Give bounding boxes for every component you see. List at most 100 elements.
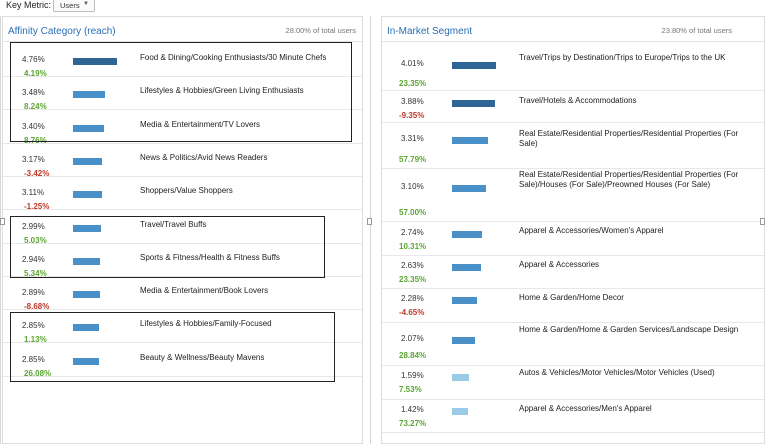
segment-name[interactable]: Beauty & Wellness/Beauty Mavens — [140, 353, 265, 362]
divider — [382, 41, 764, 42]
table-row[interactable]: 3.48% 8.24% Lifestyles & Hobbies/Green Liv… — [3, 77, 362, 111]
table-row[interactable]: 2.94% 5.34% Sports & Fitness/Health & Fitn… — [3, 244, 362, 278]
affinity-panel-title[interactable]: Affinity Category (reach) — [8, 26, 116, 37]
row-percentage: 3.10% — [401, 182, 424, 191]
segment-name[interactable]: News & Politics/Avid News Readers — [140, 153, 268, 162]
segment-name[interactable]: Apparel & Accessories — [519, 260, 600, 269]
share-bar — [452, 137, 488, 144]
segment-name[interactable]: Media & Entertainment/Book Lovers — [140, 286, 269, 295]
segment-name[interactable]: Lifestyles & Hobbies/Family-Focused — [140, 319, 272, 328]
resize-handle-right[interactable] — [760, 218, 765, 225]
affinity-category-panel: Affinity Category (reach) 28.00% of tota… — [2, 16, 363, 444]
row-percentage: 3.48% — [22, 88, 45, 97]
inmarket-panel-title[interactable]: In-Market Segment — [387, 26, 473, 37]
table-row[interactable]: 4.01% 23.35% Travel/Trips by Destination/T… — [382, 44, 764, 91]
table-row[interactable]: 2.89% -8.68% Media & Entertainment/Book Lo… — [3, 277, 362, 311]
table-row[interactable]: 3.17% -3.42% News & Politics/Avid News Rea… — [3, 144, 362, 178]
table-row[interactable]: 2.07% 28.84% Home & Garden/Home & Garden S… — [382, 323, 764, 366]
table-row[interactable]: 3.88% -9.35% Travel/Hotels & Accommodation… — [382, 91, 764, 123]
table-row[interactable]: 2.63% 23.35% Apparel & Accessories — [382, 256, 764, 289]
row-change: 57.79% — [399, 155, 427, 164]
row-change: 57.00% — [399, 208, 427, 217]
share-bar — [452, 374, 469, 381]
table-row[interactable]: 2.85% 26.08% Beauty & Wellness/Beauty Mave… — [3, 344, 362, 378]
segment-name[interactable]: Apparel & Accessories/Men's Apparel — [519, 404, 652, 413]
share-bar — [73, 158, 102, 165]
row-change: 10.31% — [399, 242, 427, 251]
key-metric-value: Users — [60, 1, 80, 10]
table-row[interactable]: 2.85% 1.13% Lifestyles & Hobbies/Family-Fo… — [3, 310, 362, 344]
table-row[interactable]: 4.76% 4.19% Food & Dining/Cooking Enthusia… — [3, 44, 362, 78]
table-row[interactable]: 3.11% -1.25% Shoppers/Value Shoppers — [3, 177, 362, 211]
segment-name[interactable]: Real Estate/Residential Properties/Resid… — [519, 170, 739, 189]
row-percentage: 3.11% — [22, 188, 45, 197]
in-market-segment-panel: In-Market Segment 23.80% of total users … — [381, 16, 765, 444]
row-change: 26.08% — [24, 369, 52, 378]
row-percentage: 2.07% — [401, 334, 424, 343]
inmarket-total-label: 23.80% of total users — [661, 26, 732, 35]
table-row[interactable]: 2.28% -4.65% Home & Garden/Home Decor — [382, 289, 764, 323]
share-bar — [452, 408, 468, 415]
segment-name[interactable]: Media & Entertainment/TV Lovers — [140, 120, 261, 129]
share-bar — [73, 258, 100, 265]
row-divider — [382, 322, 764, 323]
segment-name[interactable]: Food & Dining/Cooking Enthusiasts/30 Min… — [140, 53, 327, 62]
share-bar — [452, 231, 482, 238]
share-bar — [452, 297, 477, 304]
row-percentage: 4.76% — [22, 55, 45, 64]
share-bar — [452, 264, 481, 271]
segment-name[interactable]: Real Estate/Residential Properties/Resid… — [519, 129, 739, 148]
row-percentage: 2.99% — [22, 222, 45, 231]
table-row[interactable]: 3.10% 57.00% Real Estate/Residential Prope… — [382, 169, 764, 222]
table-row[interactable]: 1.59% 7.53% Autos & Vehicles/Motor Vehicle… — [382, 366, 764, 400]
row-change: 8.76% — [24, 136, 47, 145]
row-change: -3.42% — [24, 169, 50, 178]
highlight-box — [10, 216, 325, 278]
table-row[interactable]: 3.31% 57.79% Real Estate/Residential Prope… — [382, 123, 764, 169]
row-divider — [3, 309, 362, 310]
row-change: 5.34% — [24, 269, 47, 278]
row-divider — [382, 288, 764, 289]
share-bar — [73, 91, 105, 98]
resize-handle-center[interactable] — [367, 218, 372, 225]
row-change: 1.13% — [24, 335, 47, 344]
share-bar — [452, 337, 475, 344]
row-divider — [382, 221, 764, 222]
segment-name[interactable]: Autos & Vehicles/Motor Vehicles/Motor Ve… — [519, 368, 715, 377]
table-row[interactable]: 3.40% 8.76% Media & Entertainment/TV Lover… — [3, 111, 362, 145]
row-change: 7.53% — [399, 385, 422, 394]
segment-name[interactable]: Lifestyles & Hobbies/Green Living Enthus… — [140, 86, 304, 95]
row-change: 8.24% — [24, 102, 47, 111]
segment-name[interactable]: Travel/Hotels & Accommodations — [519, 96, 637, 105]
segment-name[interactable]: Shoppers/Value Shoppers — [140, 186, 233, 195]
row-change: -4.65% — [399, 308, 425, 317]
affinity-total-label: 28.00% of total users — [285, 26, 356, 35]
table-row[interactable]: 2.74% 10.31% Apparel & Accessories/Women's… — [382, 222, 764, 256]
row-divider — [3, 176, 362, 177]
share-bar — [73, 125, 104, 132]
row-change: 23.35% — [399, 79, 427, 88]
segment-name[interactable]: Home & Garden/Home & Garden Services/Lan… — [519, 325, 739, 334]
segment-name[interactable]: Home & Garden/Home Decor — [519, 293, 624, 302]
row-percentage: 1.42% — [401, 405, 424, 414]
row-percentage: 3.31% — [401, 134, 424, 143]
segment-name[interactable]: Sports & Fitness/Health & Fitness Buffs — [140, 253, 280, 262]
key-metric-dropdown[interactable]: Users ▼ — [53, 0, 95, 12]
share-bar — [452, 62, 496, 69]
row-percentage: 2.63% — [401, 261, 424, 270]
segment-name[interactable]: Apparel & Accessories/Women's Apparel — [519, 226, 664, 235]
segment-name[interactable]: Travel/Travel Buffs — [140, 220, 207, 229]
row-divider — [3, 109, 362, 110]
share-bar — [73, 324, 99, 331]
row-divider — [3, 376, 362, 377]
table-row[interactable]: 1.42% 73.27% Apparel & Accessories/Men's A… — [382, 400, 764, 433]
table-row[interactable]: 2.99% 5.03% Travel/Travel Buffs — [3, 211, 362, 245]
row-change: 4.19% — [24, 69, 47, 78]
row-change: 5.03% — [24, 236, 47, 245]
share-bar — [73, 291, 100, 298]
row-percentage: 2.85% — [22, 321, 45, 330]
segment-name[interactable]: Travel/Trips by Destination/Trips to Eur… — [519, 53, 726, 62]
row-divider — [3, 342, 362, 343]
resize-handle-left[interactable] — [0, 218, 5, 225]
row-divider — [3, 276, 362, 277]
